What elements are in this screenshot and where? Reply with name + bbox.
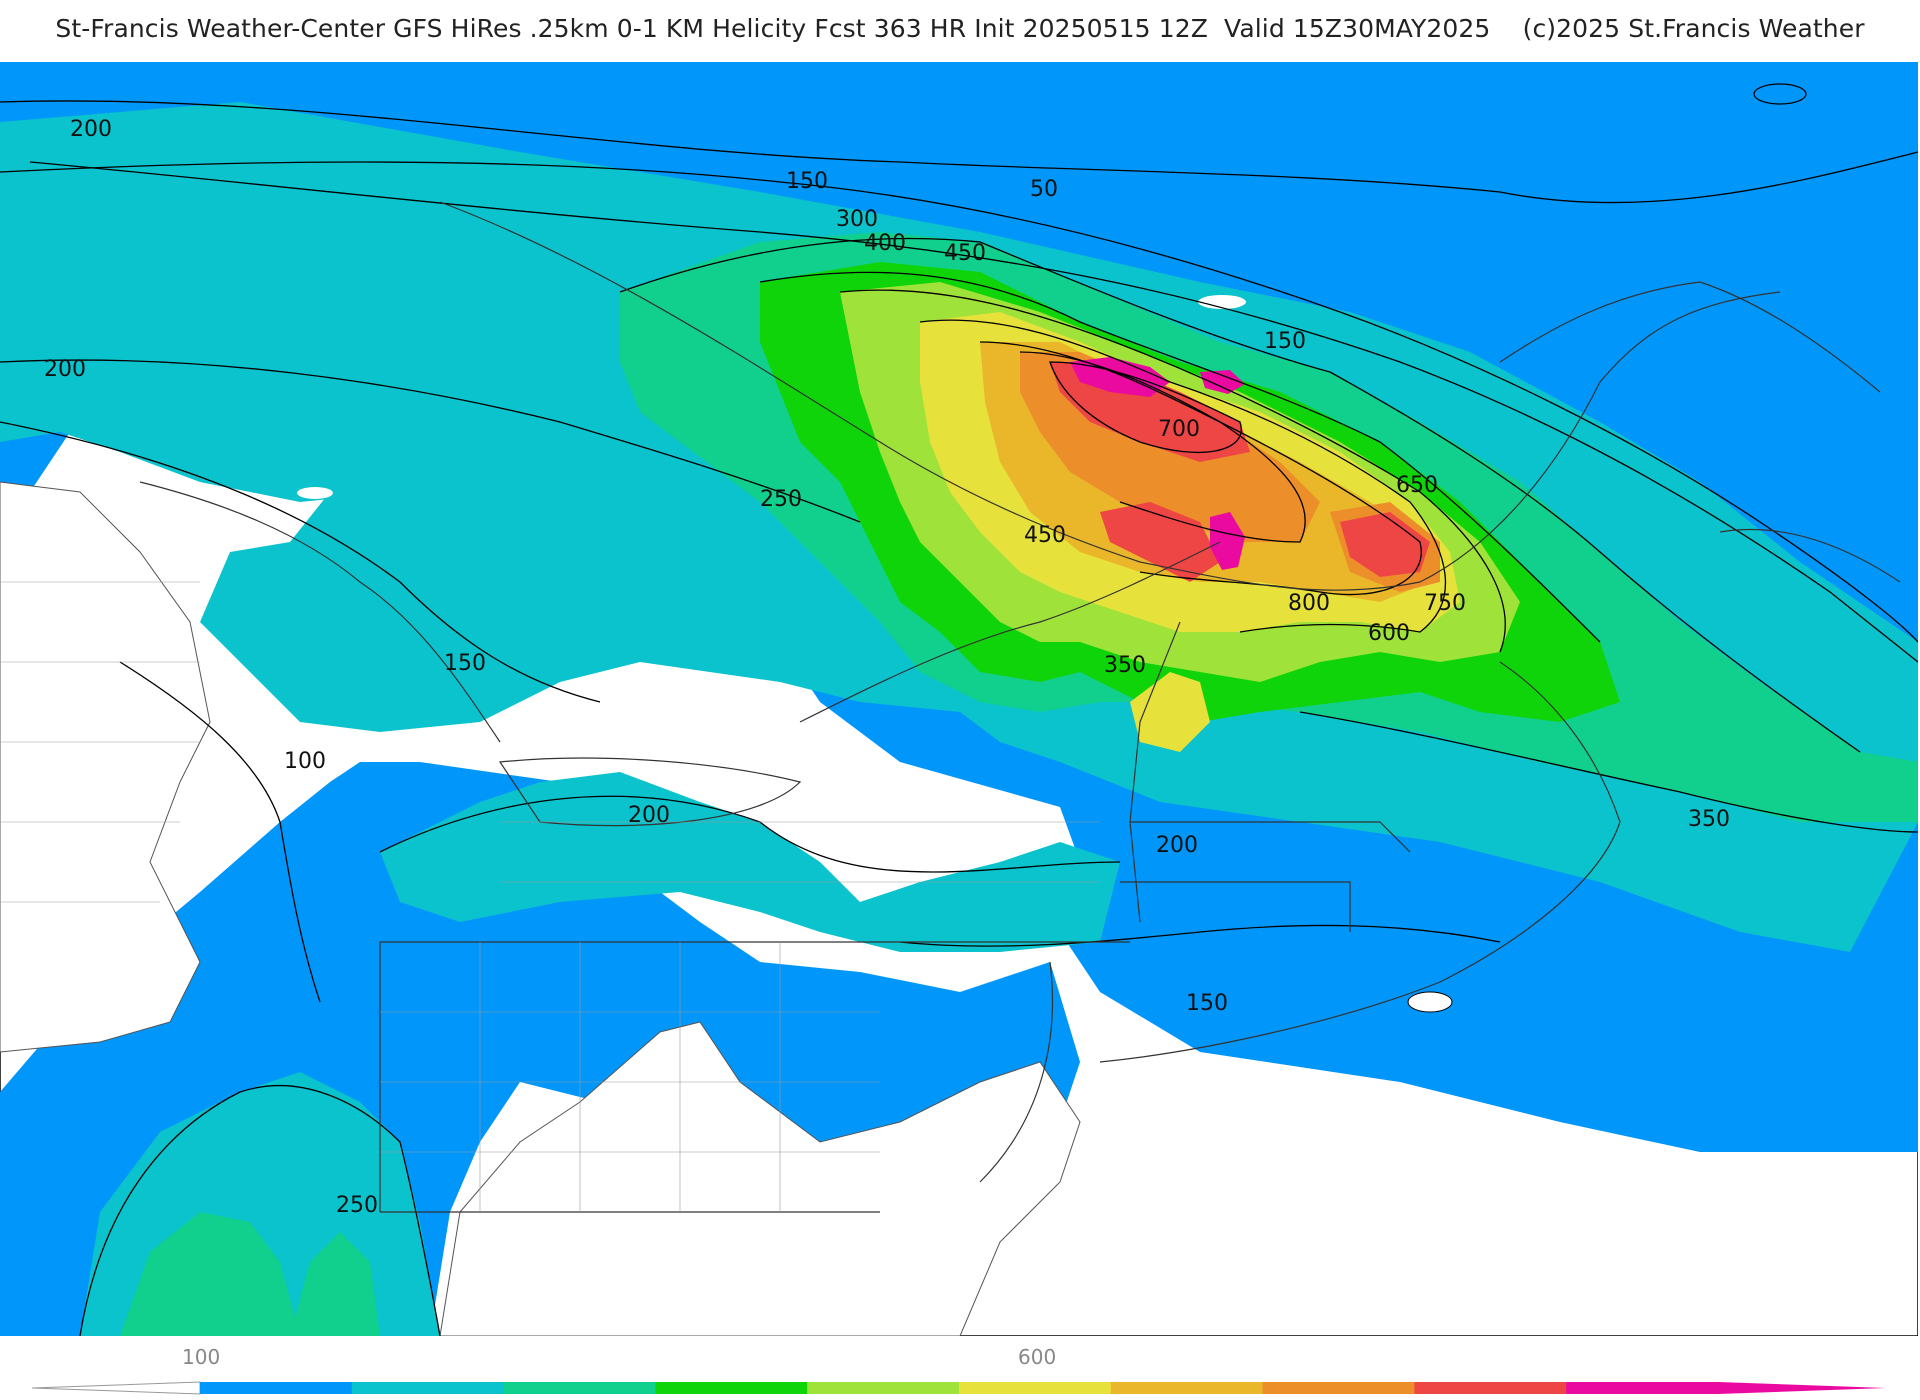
colorbar: 100 600 bbox=[31, 1345, 1886, 1395]
colorbar-bin bbox=[807, 1382, 960, 1394]
contour-150-n bbox=[0, 161, 1918, 643]
st-lawrence bbox=[799, 541, 1221, 723]
colorbar-right-arrow bbox=[1718, 1382, 1886, 1394]
state-border-nj bbox=[979, 961, 1053, 1183]
contour-label: 200 bbox=[628, 803, 670, 828]
colorbar-bin bbox=[1262, 1382, 1415, 1394]
colorbar-bin bbox=[655, 1382, 808, 1394]
colorbar-tick-label: 100 bbox=[182, 1345, 220, 1369]
fill-level-800-b bbox=[1200, 370, 1245, 394]
helicity-map: 200 200 150 50 300 400 450 150 700 650 2… bbox=[0, 62, 1918, 1336]
fill-level-300-sw2 bbox=[290, 1232, 380, 1336]
contour-label: 400 bbox=[864, 231, 906, 256]
colorbar-bin bbox=[200, 1382, 353, 1394]
contour-label: 600 bbox=[1368, 621, 1410, 646]
fill-level-300-sw bbox=[120, 1212, 300, 1336]
contour-label: 150 bbox=[1264, 329, 1306, 354]
contour-label: 450 bbox=[944, 241, 986, 266]
contour-label: 250 bbox=[336, 1193, 378, 1218]
contour-300 bbox=[619, 237, 1861, 753]
pocket-west bbox=[297, 487, 333, 499]
contour-labels: 200 200 150 50 300 400 450 150 700 650 2… bbox=[44, 117, 1730, 1218]
pocket-north bbox=[1198, 295, 1246, 309]
contour-label: 350 bbox=[1688, 807, 1730, 832]
fill-level-500-south bbox=[1130, 672, 1210, 752]
colorbar-bins bbox=[200, 1382, 1719, 1394]
contour-label: 450 bbox=[1024, 523, 1066, 548]
colorbar-bin bbox=[959, 1382, 1112, 1394]
unshaded-land-south bbox=[439, 1021, 1081, 1336]
state-border-vt-nh bbox=[1129, 621, 1181, 923]
contour-label: 50 bbox=[1030, 177, 1058, 202]
fill-level-800-c bbox=[1210, 512, 1245, 570]
contour-150-s bbox=[899, 924, 1501, 947]
new-brunswick bbox=[1499, 281, 1881, 393]
map-title: St-Francis Weather-Center GFS HiRes .25k… bbox=[55, 14, 1865, 43]
contour-label: 150 bbox=[1186, 991, 1228, 1016]
contour-250-sw bbox=[79, 1084, 441, 1336]
contour-label: 200 bbox=[1156, 833, 1198, 858]
fill-level-700-east bbox=[1340, 512, 1430, 577]
low-helicity-pockets bbox=[297, 83, 1807, 1013]
contour-label: 100 bbox=[284, 749, 326, 774]
contour-label: 300 bbox=[836, 207, 878, 232]
lake-shoreline bbox=[139, 481, 501, 743]
contour-400 bbox=[759, 271, 1601, 643]
contour-label: 800 bbox=[1288, 591, 1330, 616]
coastline-ne bbox=[1099, 661, 1621, 1063]
contour-label: 150 bbox=[786, 169, 828, 194]
county-lines bbox=[0, 581, 1100, 1212]
contour-label: 200 bbox=[70, 117, 112, 142]
contour-50 bbox=[0, 100, 1918, 204]
contour-100 bbox=[119, 661, 321, 1003]
fill-level-200-south bbox=[380, 772, 1120, 952]
contour-250-w bbox=[0, 359, 861, 523]
pocket-cape bbox=[1407, 991, 1453, 1013]
colorbar-left-arrow bbox=[31, 1381, 201, 1395]
fill-level-200-west bbox=[0, 302, 420, 502]
contour-label: 750 bbox=[1424, 591, 1466, 616]
fill-level-700-mid bbox=[1100, 502, 1220, 582]
canada-us-border bbox=[439, 201, 1781, 591]
contour-label: 250 bbox=[760, 487, 802, 512]
contour-700 bbox=[1049, 361, 1242, 453]
contour-450 bbox=[839, 289, 1506, 653]
colorbar-bin bbox=[1566, 1382, 1719, 1394]
contour-500 bbox=[919, 319, 1447, 633]
boundaries bbox=[139, 201, 1901, 1213]
contour-label: 150 bbox=[444, 651, 486, 676]
state-border-ct bbox=[1120, 881, 1351, 932]
contour-label: 350 bbox=[1104, 653, 1146, 678]
colorbar-bin bbox=[351, 1382, 505, 1394]
lake-ontario bbox=[498, 757, 802, 827]
contour-label: 200 bbox=[44, 357, 86, 382]
state-border-ma bbox=[1130, 821, 1411, 853]
contour-350-se bbox=[1299, 711, 1918, 833]
contour-150-w bbox=[0, 421, 601, 703]
colorbar-tick-label: 600 bbox=[1018, 1345, 1056, 1369]
nova-scotia bbox=[1719, 528, 1901, 583]
pocket-ne bbox=[1753, 83, 1807, 105]
colorbar-bin bbox=[503, 1382, 656, 1394]
contour-label: 700 bbox=[1158, 417, 1200, 442]
contour-label: 650 bbox=[1396, 473, 1438, 498]
colorbar-bin bbox=[1110, 1382, 1264, 1394]
colorbar-bin bbox=[1414, 1382, 1567, 1394]
